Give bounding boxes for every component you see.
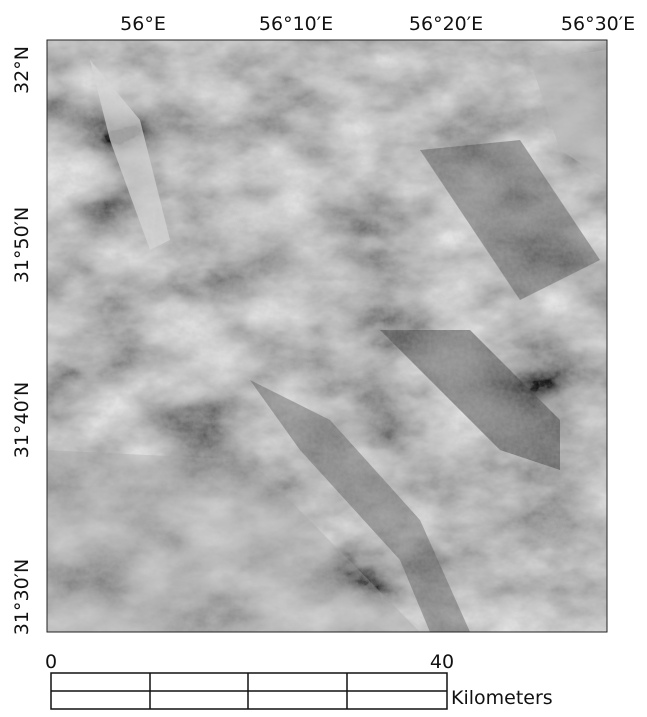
satellite-image bbox=[47, 40, 607, 632]
map-figure: 56°E 56°10′E 56°20′E 56°30′E 32°N 31°50′… bbox=[0, 0, 647, 713]
longitude-label: 56°E bbox=[120, 13, 166, 35]
latitude-label: 31°30′N bbox=[11, 559, 33, 635]
page: 56°E 56°10′E 56°20′E 56°30′E 32°N 31°50′… bbox=[0, 0, 647, 713]
latitude-label: 31°50′N bbox=[11, 207, 33, 283]
latitude-label: 32°N bbox=[11, 46, 33, 94]
scale-end-label: 40 bbox=[430, 651, 454, 673]
scale-unit: Kilometers bbox=[451, 687, 553, 709]
longitude-label: 56°20′E bbox=[409, 13, 483, 35]
latitude-label: 31°40′N bbox=[11, 382, 33, 458]
longitude-label: 56°30′E bbox=[561, 13, 635, 35]
scale-bar: 0 40 Kilometers bbox=[45, 651, 553, 709]
longitude-label: 56°10′E bbox=[259, 13, 333, 35]
scale-start-label: 0 bbox=[45, 651, 57, 673]
